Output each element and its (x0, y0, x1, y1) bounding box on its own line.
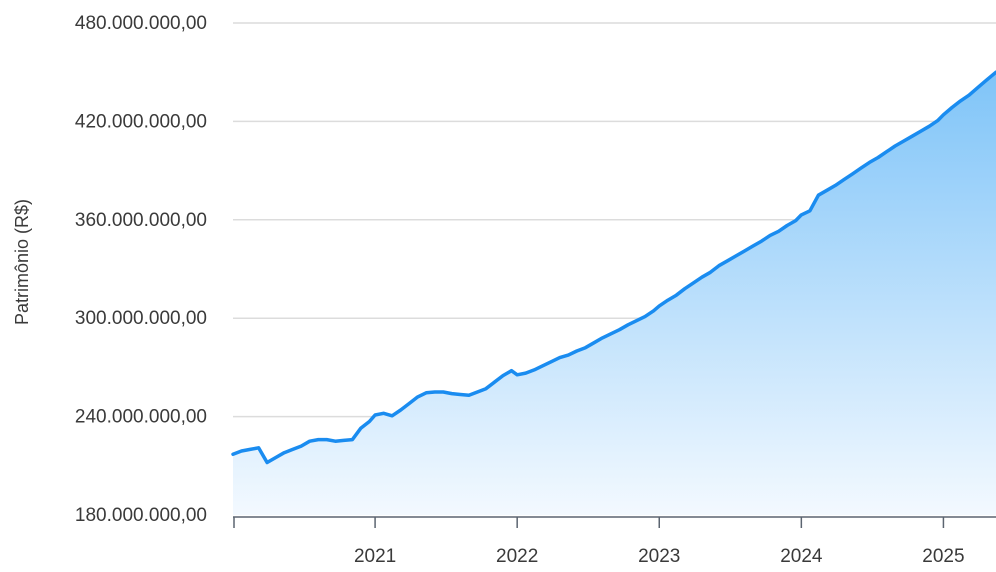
x-tick-label: 2024 (780, 546, 823, 567)
x-tick-label: 2023 (638, 546, 680, 567)
series-line (231, 70, 996, 465)
y-tick-label: 300.000.000,00 (75, 308, 207, 329)
x-tick-label: 2022 (496, 546, 538, 567)
y-tick-label: 480.000.000,00 (75, 13, 207, 34)
x-tick-labels: 2021 2022 2023 2024 2025 (354, 546, 965, 567)
x-tick-label: 2021 (354, 546, 396, 567)
area-fill (233, 72, 996, 515)
y-tick-label: 180.000.000,00 (75, 505, 207, 526)
area-fill-group (233, 72, 996, 515)
series-line-group (231, 70, 996, 465)
y-tick-label: 420.000.000,00 (75, 111, 207, 132)
x-axis (233, 516, 996, 528)
x-tick-label: 2025 (922, 546, 964, 567)
y-tick-labels: 180.000.000,00 240.000.000,00 300.000.000,… (75, 13, 207, 526)
y-tick-label: 240.000.000,00 (75, 407, 207, 428)
y-axis-title: Patrimônio (R$) (12, 199, 32, 325)
y-tick-label: 360.000.000,00 (75, 210, 207, 231)
